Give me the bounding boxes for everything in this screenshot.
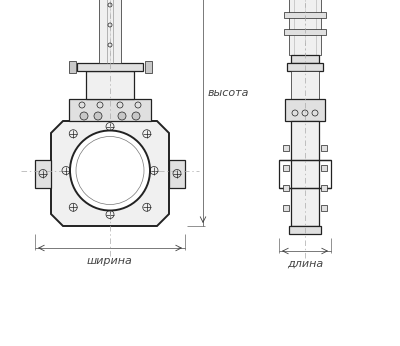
Text: ширина: ширина: [87, 256, 133, 266]
Bar: [99, 0, 121, 63]
Circle shape: [80, 112, 88, 120]
Bar: [283, 145, 289, 151]
Bar: [283, 185, 289, 191]
Bar: [291, 71, 319, 99]
Bar: [279, 160, 331, 188]
Bar: [321, 205, 327, 211]
Bar: [145, 61, 152, 73]
Bar: [291, 55, 319, 63]
Bar: [321, 185, 327, 191]
Bar: [289, 226, 321, 234]
Bar: [284, 12, 326, 18]
Bar: [69, 61, 76, 73]
Bar: [283, 205, 289, 211]
Bar: [77, 63, 143, 71]
Circle shape: [118, 112, 126, 120]
Bar: [283, 165, 289, 171]
Circle shape: [94, 112, 102, 120]
Bar: [69, 99, 151, 121]
Bar: [321, 145, 327, 151]
Text: длина: длина: [287, 259, 323, 269]
Bar: [285, 99, 325, 121]
Bar: [284, 29, 326, 35]
Polygon shape: [51, 121, 169, 226]
Bar: [35, 160, 51, 188]
Bar: [291, 121, 319, 226]
Bar: [169, 160, 185, 188]
Bar: [321, 165, 327, 171]
Bar: [289, 0, 321, 55]
Text: высота: высота: [208, 88, 250, 98]
Bar: [86, 71, 134, 99]
Circle shape: [70, 130, 150, 210]
Circle shape: [132, 112, 140, 120]
Bar: [287, 63, 323, 71]
